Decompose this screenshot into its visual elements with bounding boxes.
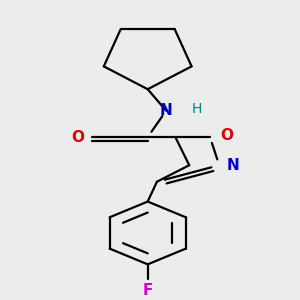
Text: N: N bbox=[226, 158, 239, 173]
Text: H: H bbox=[191, 102, 202, 116]
Text: F: F bbox=[142, 283, 153, 298]
Text: N: N bbox=[160, 103, 172, 118]
Text: O: O bbox=[220, 128, 233, 143]
Text: O: O bbox=[71, 130, 84, 145]
